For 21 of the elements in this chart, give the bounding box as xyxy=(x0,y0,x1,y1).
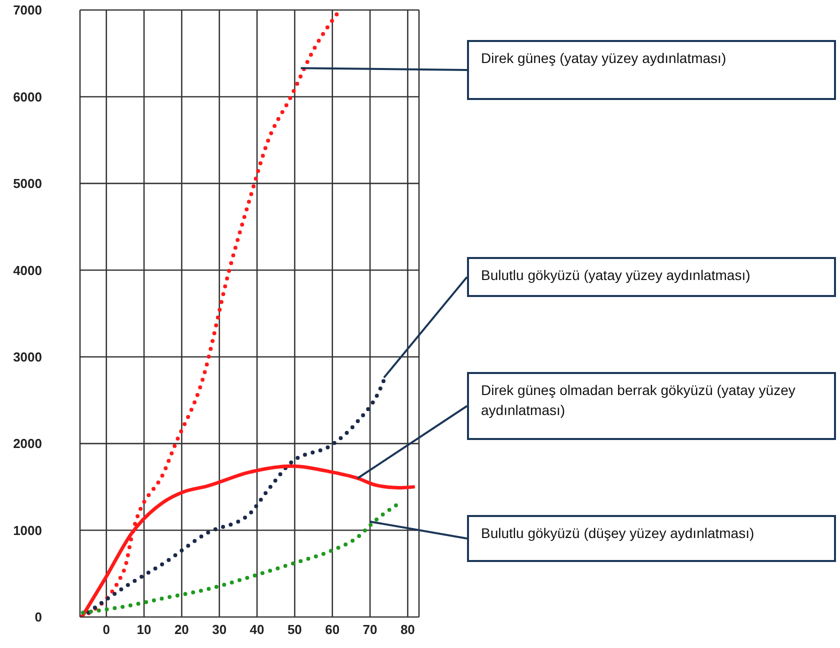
annotation: Direk güneş (yatay yüzey aydınlatması) xyxy=(481,50,726,66)
y-tick-label: 7000 xyxy=(13,2,42,18)
y-tick-label: 5000 xyxy=(13,176,42,192)
y-tick-label: 6000 xyxy=(13,89,42,104)
y-tick-label: 1000 xyxy=(13,522,42,538)
y-tick-label: 4000 xyxy=(13,262,42,278)
annotation: Bulutlu gökyüzü (yatay yüzey aydınlatması) xyxy=(481,267,750,283)
x-tick-label: 80 xyxy=(400,622,415,638)
y-tick-label: 3000 xyxy=(13,349,42,364)
x-tick-label: 60 xyxy=(325,622,340,638)
x-tick-label: 50 xyxy=(287,622,302,638)
y-tick-label: 0 xyxy=(34,610,42,625)
x-tick-label: 0 xyxy=(102,622,110,638)
x-tick-label: 70 xyxy=(362,622,378,638)
x-tick-label: 30 xyxy=(212,622,227,638)
annotation: Bulutlu gökyüzü (düşey yüzey aydınlatması) xyxy=(481,525,754,541)
annotation: Direk güneş olmadan berrak gökyüzü (yatay yüzey aydınlatması) xyxy=(481,382,796,418)
y-tick-label: 2000 xyxy=(13,436,42,452)
x-tick-label: 10 xyxy=(136,622,152,638)
x-tick-label: 40 xyxy=(250,622,264,638)
x-tick-label: 20 xyxy=(174,622,189,638)
